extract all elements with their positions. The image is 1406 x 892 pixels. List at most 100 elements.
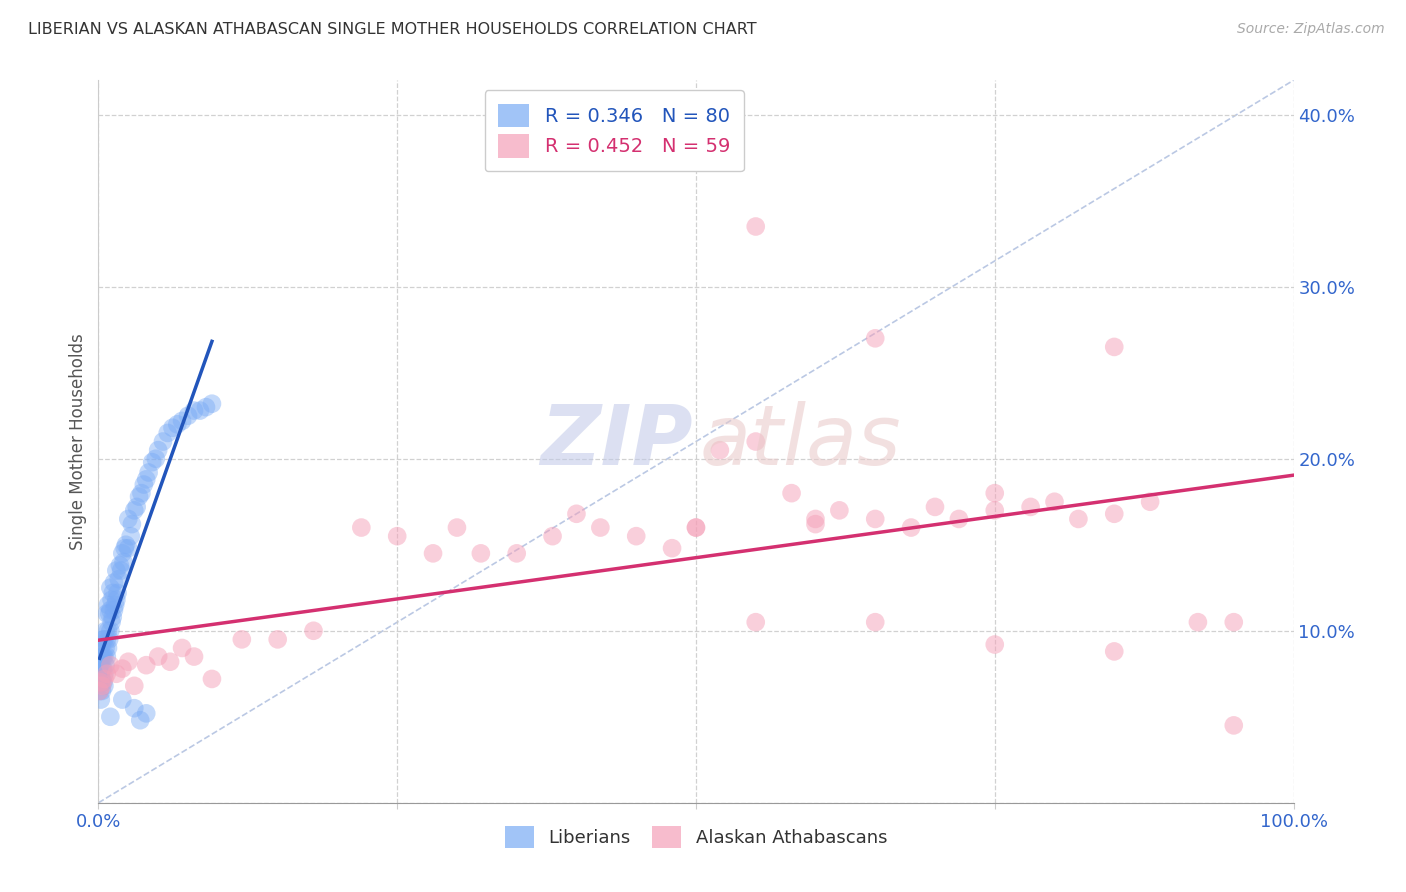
Point xyxy=(506,546,529,560)
Point xyxy=(745,615,768,630)
Point xyxy=(98,710,122,724)
Point xyxy=(110,564,132,578)
Point xyxy=(108,558,131,573)
Point xyxy=(91,675,114,690)
Point xyxy=(1019,500,1042,514)
Point xyxy=(98,658,122,673)
Point xyxy=(1139,494,1161,508)
Point xyxy=(159,655,181,669)
Point xyxy=(135,658,157,673)
Point xyxy=(172,414,194,428)
Point xyxy=(91,684,114,698)
Point xyxy=(626,529,648,543)
Point xyxy=(93,632,115,647)
Point xyxy=(97,598,120,612)
Point xyxy=(94,658,117,673)
Point xyxy=(91,649,114,664)
Point xyxy=(91,649,114,664)
Point xyxy=(96,632,118,647)
Point xyxy=(91,662,114,676)
Legend: Liberians, Alaskan Athabascans: Liberians, Alaskan Athabascans xyxy=(494,815,898,859)
Point xyxy=(117,655,139,669)
Point xyxy=(124,503,146,517)
Point xyxy=(201,397,224,411)
Point xyxy=(183,403,205,417)
Text: Source: ZipAtlas.com: Source: ZipAtlas.com xyxy=(1237,22,1385,37)
Point xyxy=(94,640,117,655)
Point xyxy=(111,692,134,706)
Point xyxy=(1067,512,1090,526)
Point xyxy=(124,701,146,715)
Point xyxy=(98,607,121,621)
Point xyxy=(780,486,803,500)
Point xyxy=(231,632,253,647)
Point xyxy=(1104,644,1126,658)
Point xyxy=(1223,615,1246,630)
Point xyxy=(162,421,184,435)
Point xyxy=(135,472,157,486)
Point xyxy=(128,490,150,504)
Point xyxy=(105,666,128,681)
Point xyxy=(93,649,115,664)
Point xyxy=(129,713,152,727)
Point xyxy=(267,632,290,647)
Point xyxy=(100,615,122,630)
Point xyxy=(124,679,146,693)
Point xyxy=(865,512,887,526)
Point xyxy=(89,666,111,681)
Point xyxy=(148,443,170,458)
Point xyxy=(984,503,1007,517)
Point xyxy=(89,658,111,673)
Point xyxy=(1104,340,1126,354)
Point xyxy=(135,706,157,721)
Point xyxy=(90,675,112,690)
Point xyxy=(96,607,118,621)
Point xyxy=(1043,494,1066,508)
Point xyxy=(828,503,851,517)
Point xyxy=(804,512,827,526)
Point xyxy=(984,638,1007,652)
Point xyxy=(565,507,588,521)
Point xyxy=(107,586,129,600)
Point xyxy=(91,632,114,647)
Point xyxy=(101,610,124,624)
Point xyxy=(446,520,468,534)
Point xyxy=(302,624,325,638)
Point xyxy=(984,486,1007,500)
Point xyxy=(385,529,409,543)
Point xyxy=(138,466,160,480)
Point xyxy=(103,575,125,590)
Point xyxy=(145,451,167,466)
Point xyxy=(470,546,492,560)
Point xyxy=(125,500,148,514)
Point xyxy=(172,640,194,655)
Point xyxy=(152,434,174,449)
Point xyxy=(93,672,115,686)
Y-axis label: Single Mother Households: Single Mother Households xyxy=(69,334,87,549)
Point xyxy=(685,520,707,534)
Text: LIBERIAN VS ALASKAN ATHABASCAN SINGLE MOTHER HOUSEHOLDS CORRELATION CHART: LIBERIAN VS ALASKAN ATHABASCAN SINGLE MO… xyxy=(28,22,756,37)
Point xyxy=(183,649,205,664)
Point xyxy=(91,638,114,652)
Point xyxy=(865,331,887,345)
Point xyxy=(709,443,731,458)
Point xyxy=(156,425,179,440)
Point xyxy=(745,434,768,449)
Point xyxy=(112,555,135,569)
Point xyxy=(98,632,121,647)
Point xyxy=(865,615,887,630)
Point xyxy=(745,219,768,234)
Point xyxy=(148,649,170,664)
Point xyxy=(90,666,112,681)
Point xyxy=(685,520,707,534)
Point xyxy=(117,512,139,526)
Point xyxy=(804,517,827,532)
Point xyxy=(1104,507,1126,521)
Point xyxy=(89,684,111,698)
Point xyxy=(96,649,118,664)
Point xyxy=(948,512,970,526)
Point xyxy=(132,477,155,491)
Point xyxy=(166,417,188,432)
Point xyxy=(91,662,114,676)
Point xyxy=(131,486,153,500)
